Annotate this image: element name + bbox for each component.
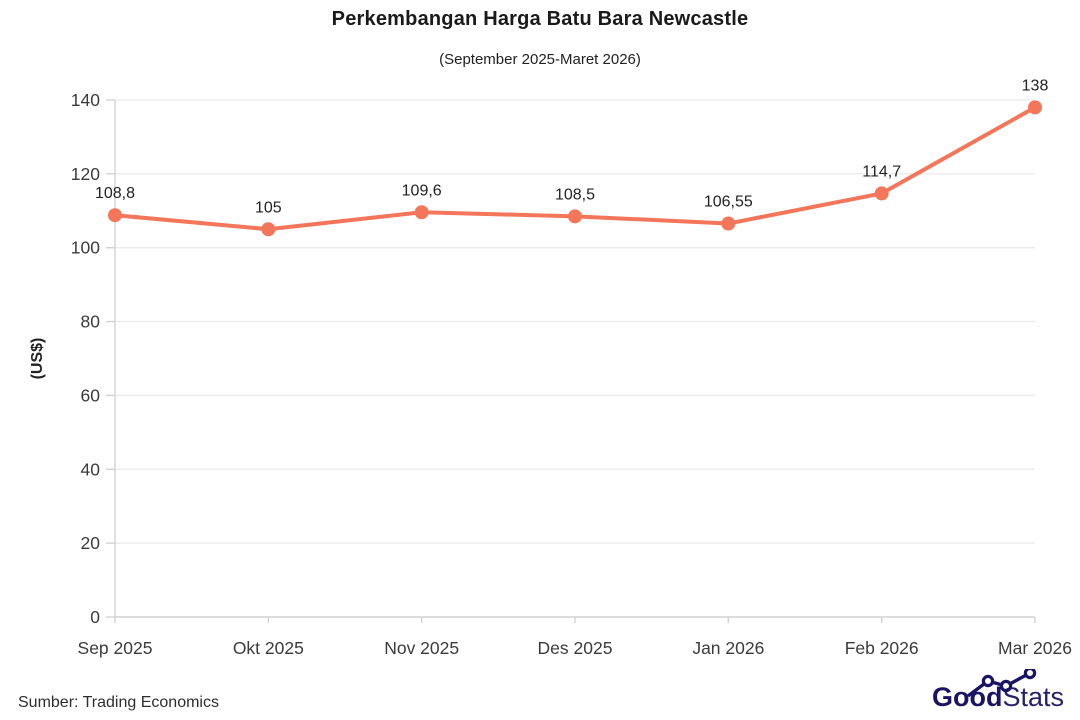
y-tick-label: 20 <box>81 533 101 553</box>
logo-wordmark-good: Good <box>931 682 1003 712</box>
logo-wordmark-stats: Stats <box>1002 682 1064 712</box>
x-tick-label: Des 2025 <box>538 638 613 658</box>
data-point-label: 109,6 <box>402 182 442 199</box>
y-tick-label: 0 <box>90 607 100 627</box>
data-point <box>568 209 582 224</box>
logo-wordmark: GoodStats <box>932 682 1064 712</box>
data-point <box>1028 100 1042 115</box>
chart-title: Perkembangan Harga Batu Bara Newcastle <box>331 8 749 30</box>
x-tick-label: Jan 2026 <box>692 638 764 658</box>
data-point-label: 114,7 <box>862 163 901 180</box>
data-point-label: 105 <box>255 199 282 216</box>
goodstats-logo-trend-icon <box>966 669 1037 697</box>
source-note: Sumber: Trading Economics <box>18 694 219 711</box>
y-tick-label: 100 <box>71 238 100 258</box>
y-tick-label: 60 <box>81 385 101 405</box>
data-point-label: 106,55 <box>704 194 753 211</box>
y-tick-label: 140 <box>71 90 100 110</box>
y-axis-title: (US$) <box>29 338 46 380</box>
chart-subtitle: (September 2025-Maret 2026) <box>439 51 641 68</box>
data-point <box>108 208 122 223</box>
goodstats-logo: GoodStats <box>932 669 1064 712</box>
y-tick-label: 80 <box>81 312 101 332</box>
data-point <box>874 186 889 201</box>
data-point <box>261 222 276 237</box>
data-point <box>414 205 429 220</box>
data-point-label: 108,5 <box>555 186 595 203</box>
y-tick-label: 120 <box>71 164 100 184</box>
x-tick-label: Okt 2025 <box>233 638 304 658</box>
y-tick-label: 40 <box>81 459 101 479</box>
data-point <box>721 216 736 231</box>
x-tick-label: Feb 2026 <box>845 638 919 658</box>
data-point-label: 108,8 <box>95 185 135 202</box>
data-point-label: 138 <box>1022 77 1049 94</box>
x-tick-label: Mar 2026 <box>998 638 1072 658</box>
x-tick-label: Nov 2025 <box>384 638 459 658</box>
x-tick-label: Sep 2025 <box>78 638 153 658</box>
